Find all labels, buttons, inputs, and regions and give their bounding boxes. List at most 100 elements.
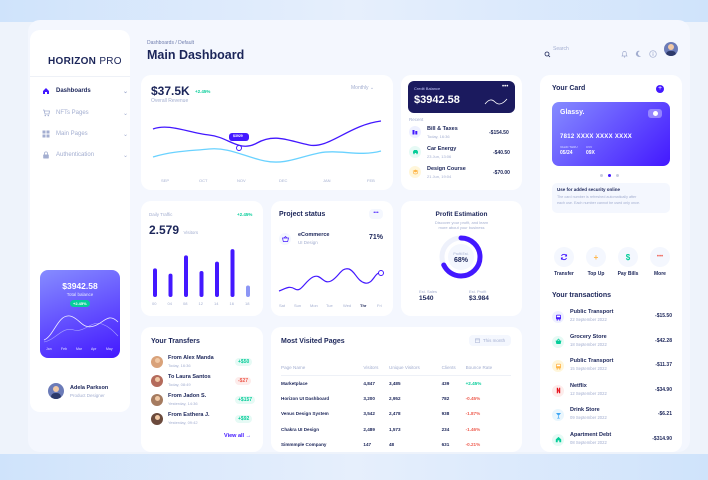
x-tick: Sun xyxy=(294,303,302,308)
revenue-card: $37.5K +2.45% Overall Revenue Monthly ⌄ … xyxy=(141,75,393,190)
balance-promo-card[interactable]: $3942.58 Total balance +2.45% Jan Feb Ma… xyxy=(40,270,120,358)
bus-icon xyxy=(552,311,564,323)
glassy-card[interactable]: Glassy. 7812 XXXX XXXX XXXX VALID THRU 0… xyxy=(552,102,670,166)
promo-month: Apr xyxy=(91,347,97,351)
period-select[interactable]: Monthly ⌄ xyxy=(351,85,375,91)
right-panel: Your Card + Glassy. 7812 XXXX XXXX XXXX … xyxy=(540,75,682,452)
sidebar-item-main-pages[interactable]: Main Pages ⌄ xyxy=(42,127,128,141)
table-cell-bounce: +2.45% xyxy=(465,380,482,386)
period-button[interactable]: This month xyxy=(469,335,511,346)
breadcrumb[interactable]: Dashboards / Default xyxy=(147,40,194,46)
sidebar: HORIZON PRO Dashboards ⌄ NFTs Pages ⌄ Main… xyxy=(30,30,130,412)
x-tick: Wed xyxy=(343,303,352,308)
table-row[interactable]: Marketplace 4,847 3,485 439 +2.45% xyxy=(281,375,511,391)
transfer-button[interactable] xyxy=(554,247,574,267)
sidebar-item-authentication[interactable]: Authentication ⌄ xyxy=(42,148,128,162)
more-icon[interactable]: ••• xyxy=(502,84,509,90)
arrow-right-icon: → xyxy=(245,433,252,439)
basket-icon xyxy=(279,233,291,245)
table-header: Clients xyxy=(441,361,466,376)
view-all-link[interactable]: View all → xyxy=(224,433,252,439)
more-button[interactable]: ••• xyxy=(650,247,670,267)
add-card-button[interactable]: + xyxy=(656,85,664,93)
search-bar[interactable]: Search xyxy=(538,42,614,58)
note-text: each use. Each number cannot be used onl… xyxy=(557,201,641,205)
sidebar-item-nfts[interactable]: NFTs Pages ⌄ xyxy=(42,106,128,120)
project-menu-button[interactable]: ••• xyxy=(369,209,383,219)
credit-balance-box[interactable]: Credit Balance $3942.58 ••• xyxy=(408,81,515,113)
table-header: Visitors xyxy=(363,361,389,376)
security-note: Use for added security online The card n… xyxy=(552,183,670,213)
moon-icon[interactable] xyxy=(635,45,642,63)
table-cell-page: Simmmple Company xyxy=(281,442,327,448)
x-tick: JAN xyxy=(323,178,331,183)
chevron-down-icon: ⌄ xyxy=(369,85,375,91)
x-tick: 00 xyxy=(152,301,157,306)
avatar[interactable] xyxy=(48,383,64,399)
revenue-line-chart xyxy=(152,120,382,163)
project-status-card: Project status ••• eCommerce UI Design 7… xyxy=(271,201,393,316)
table-row[interactable]: Horizon UI Dashboard 3,200 2,952 782 -0.45% xyxy=(281,391,511,407)
transaction-name: Grocery Store xyxy=(570,333,607,340)
table-header: Unique Visitors xyxy=(389,361,442,376)
transaction-name: Apartment Debt xyxy=(570,431,612,438)
traffic-bar xyxy=(199,271,204,297)
search-input[interactable]: Search xyxy=(553,46,569,52)
x-tick: 16 xyxy=(229,301,234,306)
header-avatar[interactable] xyxy=(664,42,678,56)
credit-item-name: Car Energy xyxy=(427,146,457,152)
avatar xyxy=(151,394,163,406)
table-cell-bounce: -0.21% xyxy=(465,442,481,448)
x-tick: SEP xyxy=(161,178,170,183)
profit-label: Est. Profit xyxy=(469,289,487,294)
transaction-name: Public Transport xyxy=(570,358,614,364)
sidebar-item-dashboards[interactable]: Dashboards ⌄ xyxy=(42,84,128,98)
grid-icon xyxy=(42,130,50,138)
transfer-name: From Esthera J. xyxy=(168,412,210,418)
ring-label: Profit Est. xyxy=(453,252,469,256)
user-name: Adela Parkson xyxy=(70,385,109,391)
table-cell-clients: 782 xyxy=(441,395,450,401)
credit-item-date: 23 Jun, 13:06 xyxy=(427,154,452,159)
avatar xyxy=(151,356,163,368)
valid-label: VALID THRU xyxy=(560,145,578,149)
traffic-bar xyxy=(184,255,188,297)
x-tick: Thr xyxy=(360,303,367,308)
table-cell-unique: 2,478 xyxy=(389,411,401,417)
carousel-dots[interactable] xyxy=(600,173,624,177)
bus-icon xyxy=(552,360,564,372)
table-row[interactable]: Venus Design System 3,542 2,478 938 -1.87% xyxy=(281,406,511,422)
table-cell-clients: 938 xyxy=(441,411,450,417)
credit-item-date: 21 Jun, 19:04 xyxy=(427,174,452,179)
table-row[interactable]: Simmmple Company 147 48 631 -0.21% xyxy=(281,437,511,452)
chart-tooltip: $3929 xyxy=(233,134,243,138)
pay-bills-button[interactable]: $ xyxy=(618,247,638,267)
page-title: Main Dashboard xyxy=(147,48,245,62)
table-cell-clients: 439 xyxy=(441,380,450,386)
credit-card: Credit Balance $3942.58 ••• Recent Bill … xyxy=(401,75,522,190)
table-cell-page: Venus Design System xyxy=(281,411,329,417)
dollar-icon: $ xyxy=(625,252,631,262)
table-cell-page: Horizon UI Dashboard xyxy=(281,395,330,401)
revenue-amount: $37.5K xyxy=(151,84,190,98)
netflix-icon xyxy=(552,384,564,397)
x-tick: 08 xyxy=(183,301,188,306)
bell-icon[interactable] xyxy=(621,45,628,63)
transfer-amount: +$157 xyxy=(235,396,256,404)
info-icon[interactable] xyxy=(649,45,657,63)
credit-item-name: Design Course xyxy=(427,166,466,172)
profit-estimation-card: Profit Estimation Discover your profit, … xyxy=(401,201,522,316)
table-row[interactable]: Chakra UI Design 2,489 1,573 234 -1.46% xyxy=(281,422,511,438)
table-header: Bounce Rate xyxy=(465,361,511,376)
transfer-date: Today, 16:36 xyxy=(168,363,191,368)
traffic-bar xyxy=(215,261,219,297)
top-up-button[interactable]: + xyxy=(586,247,606,267)
transfer-amount: +$50 xyxy=(235,358,253,366)
table-cell-bounce: -1.87% xyxy=(465,411,481,417)
x-tick: Sat xyxy=(279,303,286,308)
traffic-bar xyxy=(230,249,235,297)
transfer-name: From Jadon S. xyxy=(168,393,207,399)
avatar xyxy=(151,375,163,387)
transaction-name: Public Transport xyxy=(570,309,614,315)
card-brand: Glassy. xyxy=(560,109,585,116)
